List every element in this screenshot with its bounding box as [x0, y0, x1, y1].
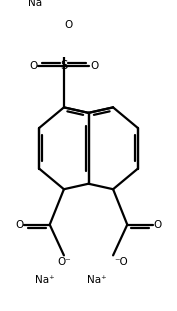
- Text: O: O: [154, 220, 162, 230]
- Text: Na⁺: Na⁺: [35, 275, 54, 285]
- Text: ⁻O: ⁻O: [114, 257, 128, 267]
- Text: O: O: [65, 21, 73, 30]
- Text: O⁻: O⁻: [57, 257, 71, 267]
- Text: O: O: [29, 62, 38, 72]
- Text: O: O: [15, 220, 23, 230]
- Text: Na⁺: Na⁺: [87, 275, 107, 285]
- Text: Na: Na: [28, 0, 42, 8]
- Text: S: S: [60, 59, 68, 72]
- Text: O: O: [90, 62, 99, 72]
